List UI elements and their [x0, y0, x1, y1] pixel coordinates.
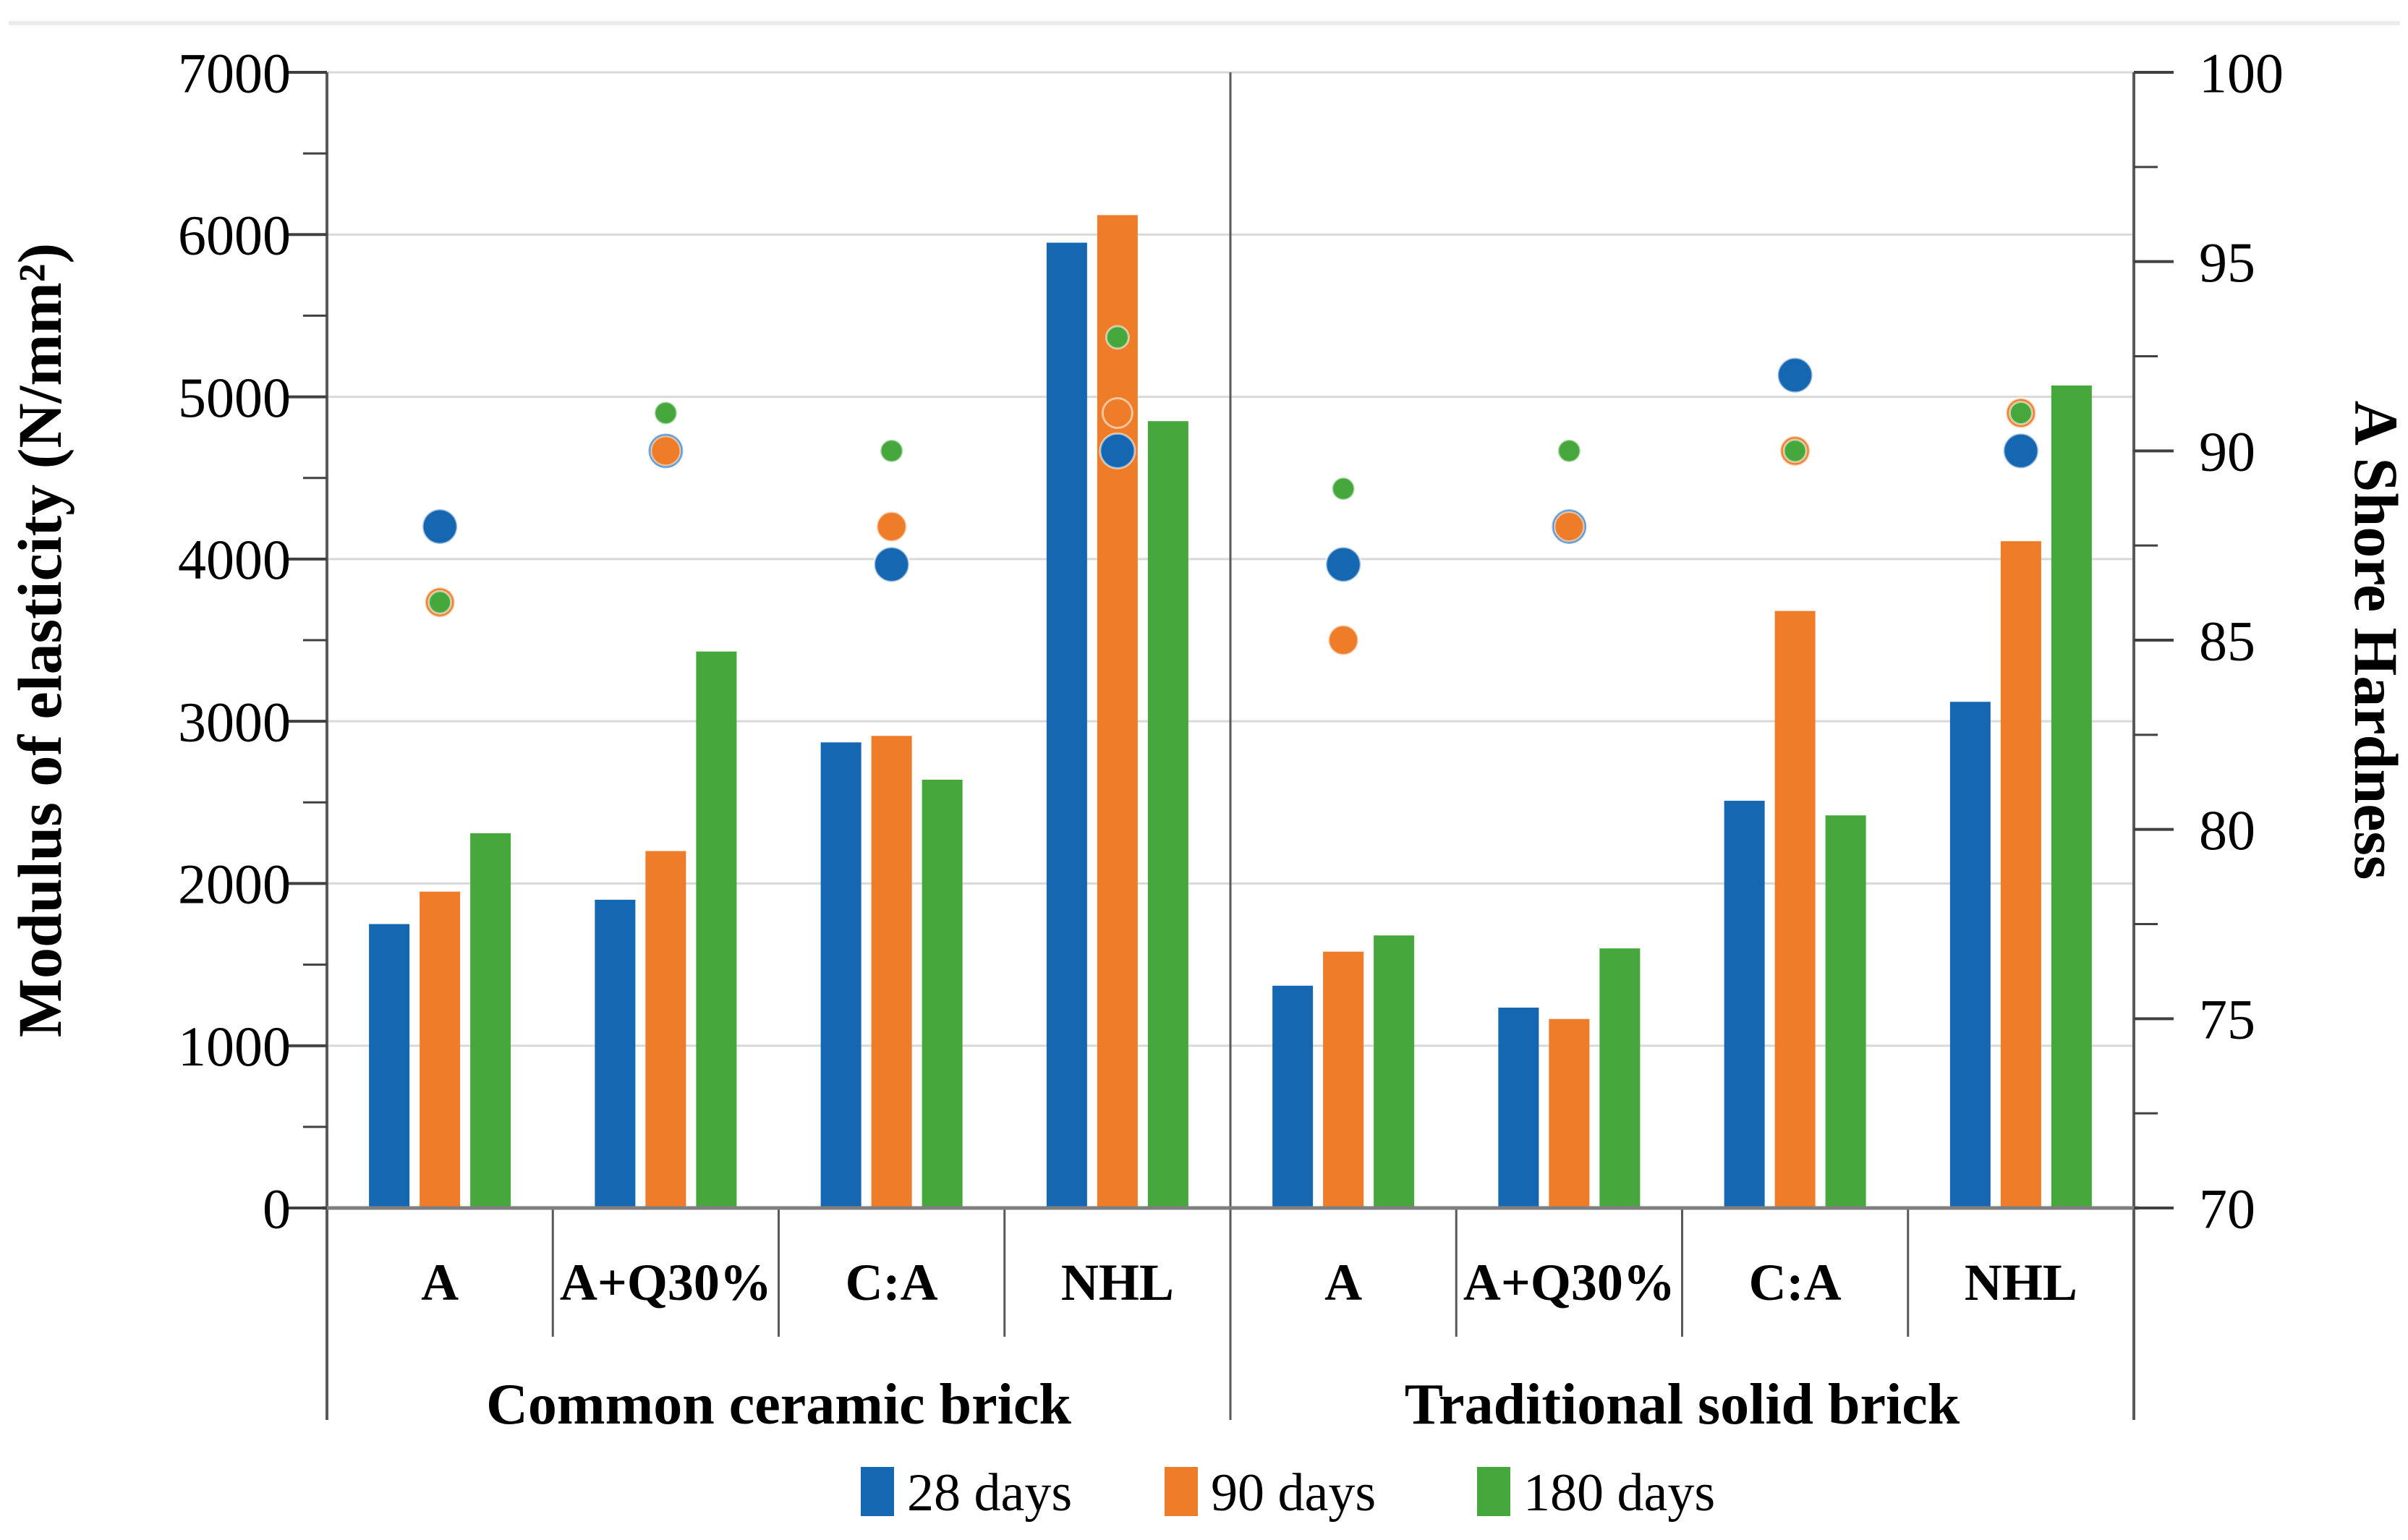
bar-traditional-solid-brick-C:A-180-days	[1825, 815, 1866, 1208]
bar-common-ceramic-brick-NHL-90-days	[1097, 215, 1138, 1208]
bar-common-ceramic-brick-C:A-28-days	[820, 742, 861, 1208]
left-axis-tick-label-4000: 4000	[178, 528, 291, 591]
legend-label-180-days: 180 days	[1523, 1463, 1715, 1523]
right-axis-tick-label-95: 95	[2199, 231, 2255, 294]
legend-swatch-90-days	[1165, 1467, 1198, 1516]
bar-traditional-solid-brick-C:A-90-days	[1774, 611, 1816, 1208]
point-traditional-solid-brick-A-180-days	[1331, 476, 1356, 501]
group-label-common-ceramic-brick: Common ceramic brick	[486, 1373, 1071, 1437]
bar-traditional-solid-brick-A-180-days	[1374, 935, 1415, 1208]
right-axis-tick-label-90: 90	[2199, 420, 2255, 483]
right-axis-tick-label-70: 70	[2199, 1177, 2255, 1240]
bar-traditional-solid-brick-A+Q30%-28-days	[1498, 1008, 1539, 1208]
category-label-A+Q30%: A+Q30%	[560, 1254, 772, 1311]
legend-label-28-days: 28 days	[907, 1463, 1072, 1523]
left-axis-tick-label-3000: 3000	[178, 690, 291, 753]
point-traditional-solid-brick-C:A-28-days	[1777, 357, 1814, 394]
point-traditional-solid-brick-NHL-28-days	[2002, 432, 2040, 469]
right-axis-tick-label-75: 75	[2199, 988, 2255, 1051]
bar-traditional-solid-brick-NHL-90-days	[2000, 541, 2041, 1208]
point-common-ceramic-brick-A+Q30%-90-days	[650, 435, 682, 467]
category-label-A: A	[421, 1254, 459, 1311]
legend-label-90-days: 90 days	[1211, 1463, 1376, 1523]
legend-swatch-180-days	[1477, 1467, 1510, 1516]
legend-swatch-28-days	[861, 1467, 894, 1516]
point-common-ceramic-brick-NHL-28-days	[1099, 432, 1136, 469]
legend-item-180-days: 180 days	[1477, 1463, 1715, 1523]
group-label-traditional-solid-brick: Traditional solid brick	[1405, 1373, 1960, 1437]
bar-common-ceramic-brick-C:A-180-days	[922, 779, 963, 1208]
bar-traditional-solid-brick-A-90-days	[1323, 951, 1364, 1208]
bar-common-ceramic-brick-A-28-days	[369, 924, 410, 1208]
category-label-NHL: NHL	[1965, 1254, 2077, 1311]
left-axis-tick-label-2000: 2000	[178, 853, 291, 916]
bar-traditional-solid-brick-A+Q30%-180-days	[1599, 948, 1641, 1208]
point-common-ceramic-brick-A-180-days	[427, 590, 453, 615]
category-label-A: A	[1324, 1254, 1362, 1311]
bar-traditional-solid-brick-NHL-28-days	[1949, 702, 1991, 1208]
point-traditional-solid-brick-A+Q30%-180-days	[1557, 438, 1582, 464]
point-traditional-solid-brick-A-90-days	[1327, 624, 1360, 656]
point-traditional-solid-brick-C:A-180-days	[1782, 438, 1808, 464]
category-label-C:A: C:A	[1749, 1254, 1842, 1311]
point-common-ceramic-brick-C:A-90-days	[875, 511, 908, 543]
bar-common-ceramic-brick-A+Q30%-180-days	[696, 651, 737, 1208]
left-axis-tick-label-5000: 5000	[178, 366, 291, 429]
bar-common-ceramic-brick-A+Q30%-90-days	[645, 851, 686, 1208]
right-axis-tick-label-85: 85	[2199, 609, 2255, 672]
bar-common-ceramic-brick-NHL-28-days	[1046, 242, 1087, 1208]
left-axis-tick-label-7000: 7000	[178, 41, 291, 104]
bar-traditional-solid-brick-A+Q30%-90-days	[1549, 1018, 1590, 1208]
left-axis-title: Modulus of elasticity (N/mm²)	[5, 243, 75, 1037]
bar-common-ceramic-brick-A-180-days	[470, 833, 511, 1208]
bar-common-ceramic-brick-NHL-180-days	[1147, 421, 1188, 1208]
point-traditional-solid-brick-NHL-180-days	[2008, 401, 2033, 425]
point-common-ceramic-brick-C:A-180-days	[879, 438, 904, 464]
category-label-NHL: NHL	[1061, 1254, 1174, 1311]
bar-common-ceramic-brick-A+Q30%-28-days	[595, 899, 636, 1208]
bar-traditional-solid-brick-C:A-28-days	[1724, 801, 1765, 1208]
point-common-ceramic-brick-A+Q30%-180-days	[653, 401, 678, 425]
right-axis-tick-label-100: 100	[2199, 41, 2284, 104]
category-label-A+Q30%: A+Q30%	[1463, 1254, 1675, 1311]
right-axis-title: A Shore Hardness	[2341, 401, 2408, 880]
bar-traditional-solid-brick-A-28-days	[1272, 985, 1314, 1208]
point-traditional-solid-brick-A+Q30%-90-days	[1553, 511, 1586, 543]
legend-item-28-days: 28 days	[861, 1463, 1072, 1523]
point-common-ceramic-brick-A-28-days	[421, 508, 459, 545]
bar-common-ceramic-brick-A-90-days	[420, 891, 461, 1208]
point-traditional-solid-brick-A-28-days	[1324, 545, 1362, 583]
point-common-ceramic-brick-C:A-28-days	[873, 545, 911, 583]
left-axis-tick-label-6000: 6000	[178, 204, 291, 267]
left-axis-tick-label-1000: 1000	[178, 1015, 291, 1078]
point-common-ceramic-brick-NHL-180-days	[1105, 325, 1130, 350]
bar-traditional-solid-brick-NHL-180-days	[2051, 385, 2092, 1209]
category-label-C:A: C:A	[846, 1254, 938, 1311]
bar-common-ceramic-brick-C:A-90-days	[871, 736, 912, 1208]
left-axis-tick-label-0: 0	[263, 1177, 291, 1240]
right-axis-tick-label-80: 80	[2199, 799, 2255, 862]
point-common-ceramic-brick-NHL-90-days	[1101, 397, 1133, 429]
legend-item-90-days: 90 days	[1165, 1463, 1376, 1523]
